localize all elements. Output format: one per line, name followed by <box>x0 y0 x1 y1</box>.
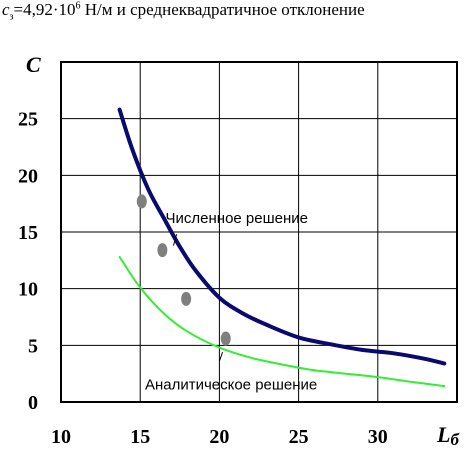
caption-rest: Н/м и среднеквадратичное отклонение <box>80 0 365 19</box>
y-tick-labels: 0 5 10 15 20 25 <box>18 109 38 414</box>
series-lines <box>117 107 447 388</box>
caption-value: =4,92·10 <box>13 0 76 19</box>
x-axis-title: Lб <box>436 422 460 449</box>
x-axis-title-sub: б <box>450 430 460 449</box>
numerical-label-leader <box>172 234 178 246</box>
experimental-point <box>181 291 192 306</box>
y-tick-label: 20 <box>18 165 38 187</box>
experimental-point <box>157 243 168 258</box>
x-tick-label: 30 <box>368 426 388 448</box>
y-tick-label: 5 <box>28 335 38 357</box>
analytical-solution-label: Аналитическое решение <box>145 377 317 394</box>
x-axis-title-main: L <box>436 422 450 447</box>
grid <box>61 62 457 402</box>
x-tick-label: 25 <box>289 426 309 448</box>
y-tick-label: 10 <box>18 279 38 301</box>
analytical-label-leader <box>218 351 224 362</box>
y-axis-title: C <box>26 52 41 77</box>
scatter-points <box>136 194 231 346</box>
x-tick-label: 15 <box>130 426 150 448</box>
caption-symbol: c <box>2 0 10 19</box>
caption-exponent: 6 <box>75 0 81 12</box>
y-tick-label: 15 <box>18 222 38 244</box>
annotations: Численное решение Аналитическое решение <box>145 210 317 394</box>
numerical-solution-line <box>117 107 447 366</box>
caption-subscript: з <box>9 11 14 23</box>
experimental-point <box>136 194 147 209</box>
numerical-solution-label: Численное решение <box>166 210 308 227</box>
y-tick-label: 25 <box>18 109 38 131</box>
analytical-solution-line <box>118 255 446 388</box>
x-tick-labels: 10 15 20 25 30 <box>51 426 388 448</box>
x-tick-label: 10 <box>51 426 71 448</box>
x-tick-label: 20 <box>209 426 229 448</box>
y-tick-label: 0 <box>28 392 38 414</box>
experimental-point <box>220 331 231 346</box>
figure-caption: cз=4,92·106 Н/м и среднеквадратичное отк… <box>2 0 471 24</box>
plot-frame <box>60 61 458 403</box>
